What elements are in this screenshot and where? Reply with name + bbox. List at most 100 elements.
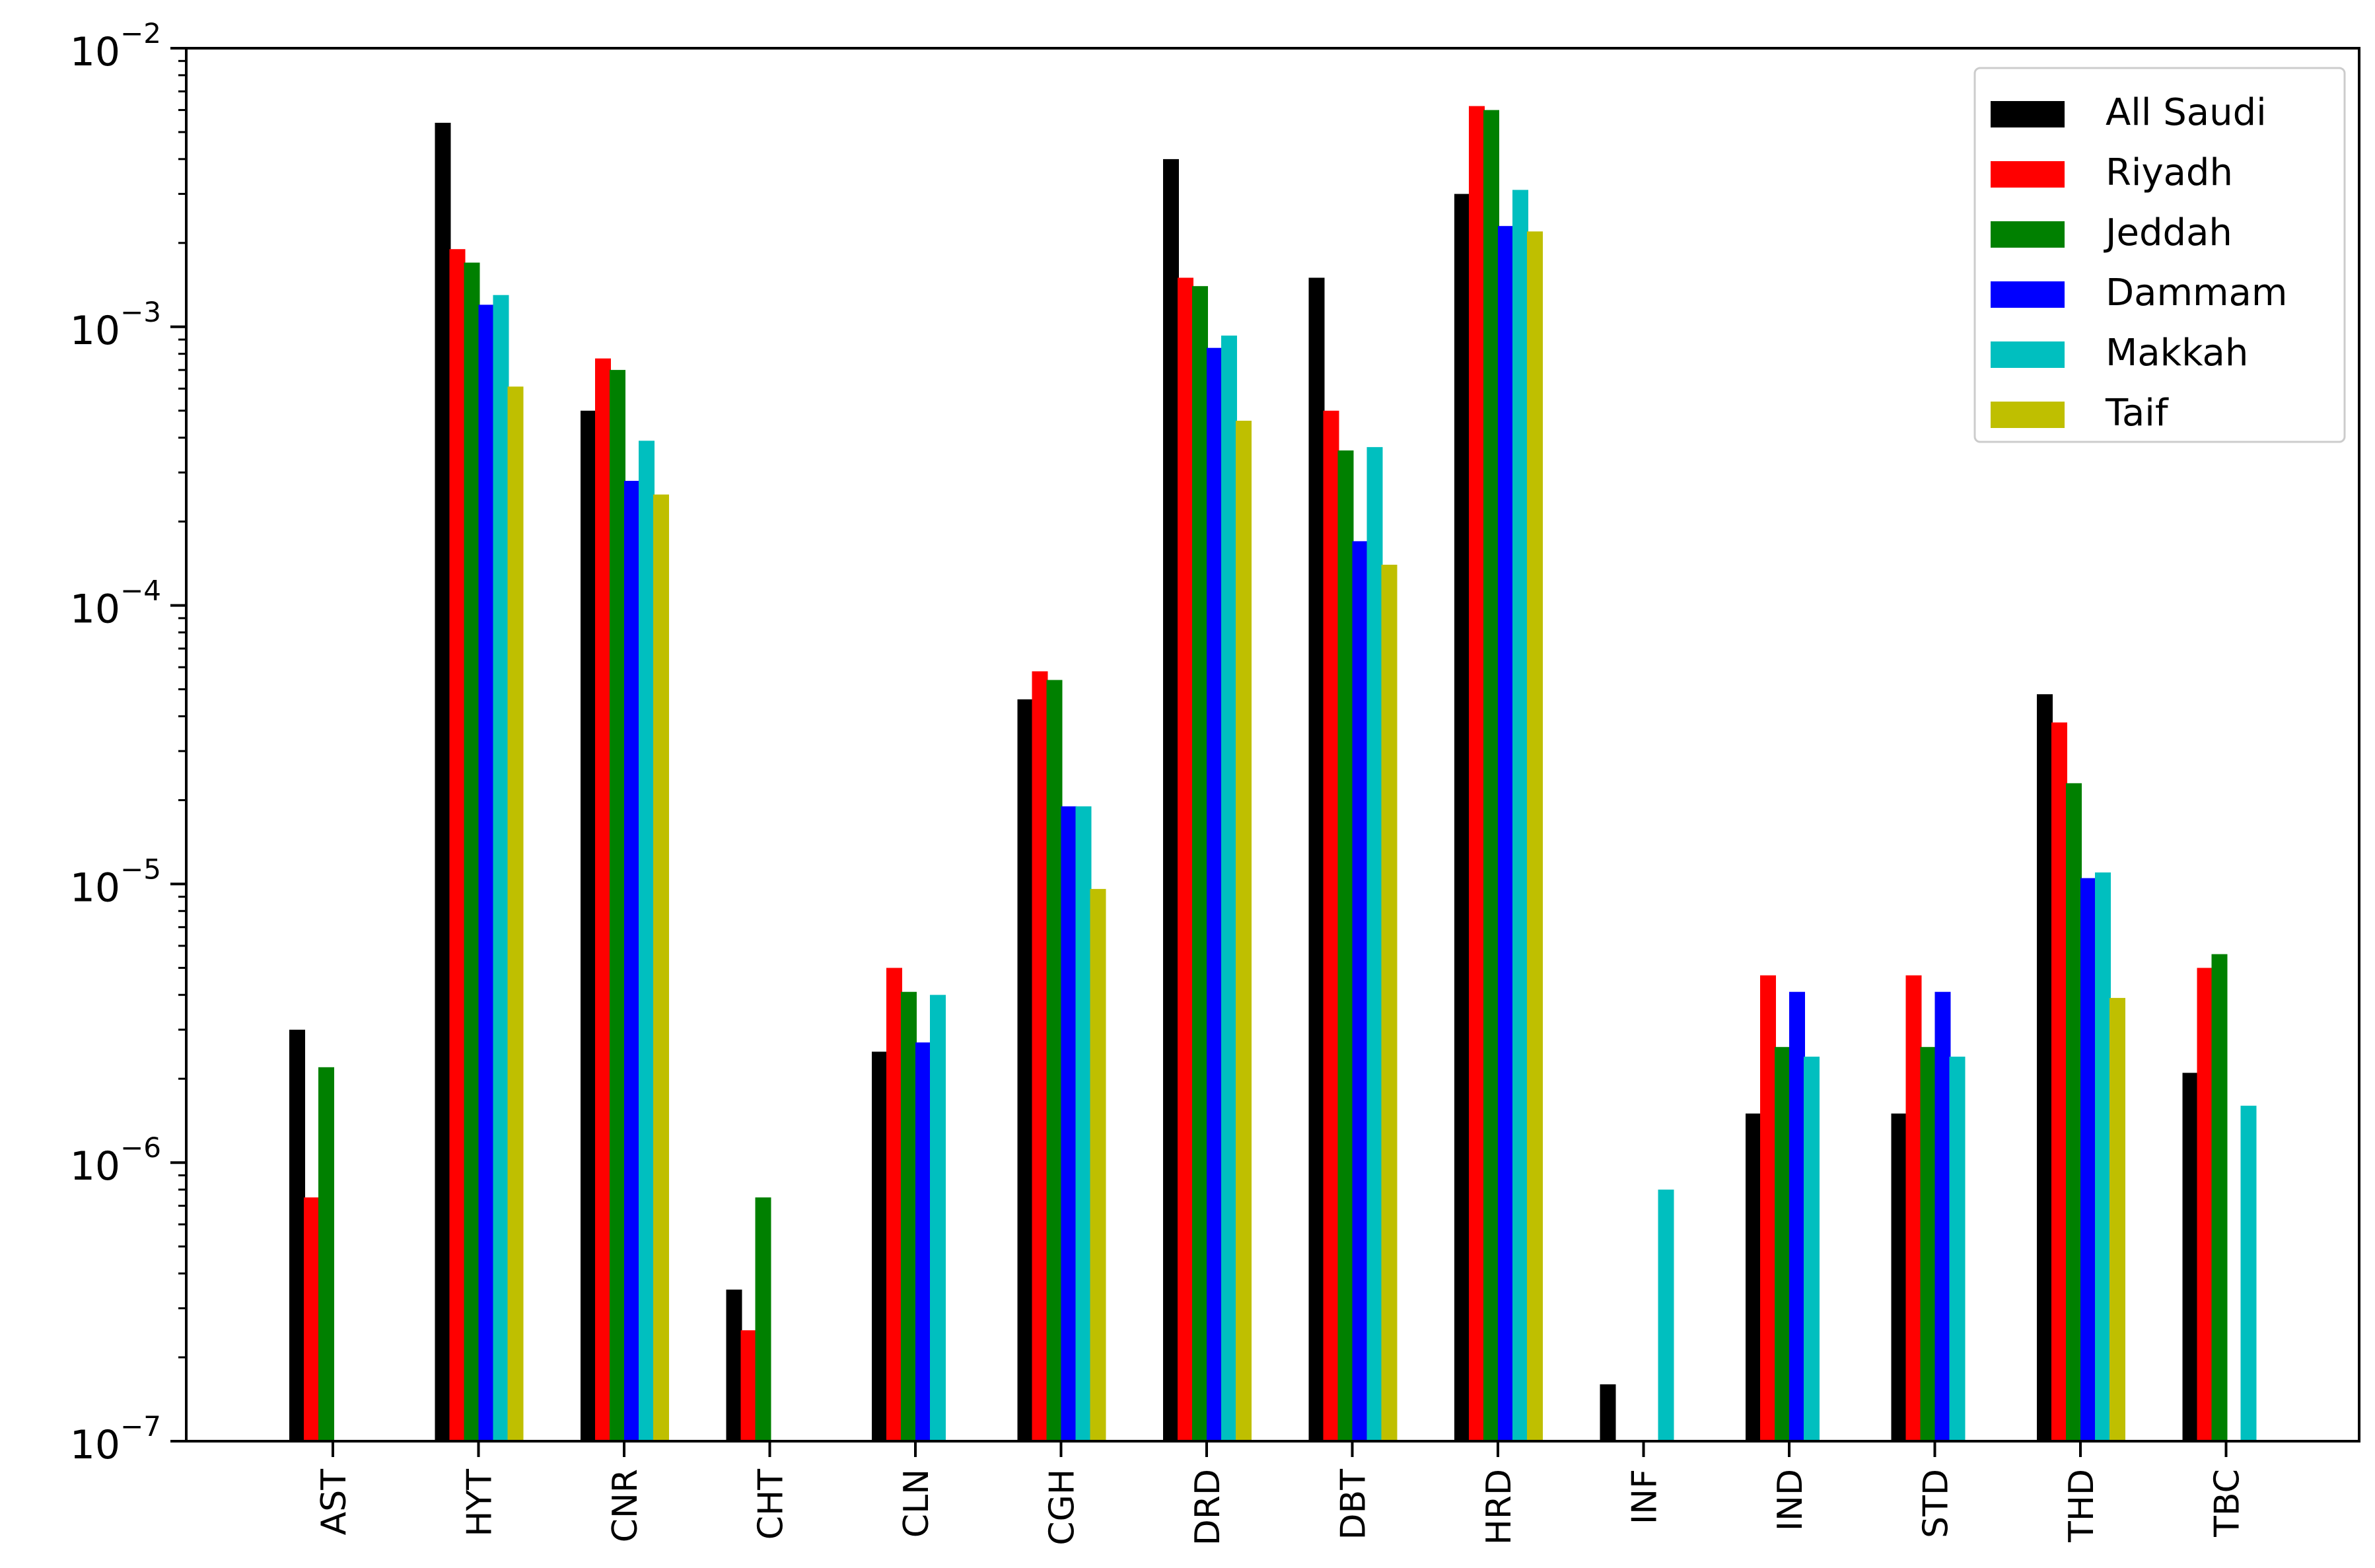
bar-dammam-dbt <box>1352 541 1368 1441</box>
bar-all-saudi-cgh <box>1017 699 1034 1441</box>
bar-all-saudi-drd <box>1163 159 1179 1441</box>
legend: All Saudi Riyadh Jeddah Dammam Makkah Taif <box>1973 67 2346 443</box>
bar-all-saudi-ast <box>289 1030 305 1441</box>
bars-layer <box>289 106 2257 1442</box>
bar-all-saudi-tbc <box>2182 1073 2199 1441</box>
bar-taif-hrd <box>1527 231 1543 1441</box>
x-tick-label-cnr: CNR <box>606 1469 645 1542</box>
bar-makkah-hrd <box>1512 190 1528 1441</box>
legend-label-all-saudi: All Saudi <box>2106 91 2267 134</box>
bar-riyadh-thd <box>2051 722 2067 1441</box>
bar-riyadh-cgh <box>1032 671 1048 1441</box>
bar-riyadh-ind <box>1760 975 1776 1441</box>
legend-label-riyadh: Riyadh <box>2106 151 2233 194</box>
bar-dammam-cgh <box>1061 806 1077 1441</box>
bar-taif-dbt <box>1381 565 1398 1441</box>
x-tick-label-dbt: DBT <box>1334 1469 1374 1540</box>
bar-all-saudi-std <box>1891 1113 1907 1441</box>
bar-jeddah-ind <box>1775 1047 1790 1441</box>
bar-dammam-thd <box>2080 878 2096 1441</box>
bar-makkah-cln <box>930 995 946 1441</box>
bar-makkah-tbc <box>2240 1106 2257 1441</box>
legend-box <box>1973 67 2346 443</box>
bar-jeddah-cnr <box>610 370 625 1441</box>
bar-all-saudi-cln <box>872 1051 888 1441</box>
bar-taif-hyt <box>507 386 524 1441</box>
y-tick-label: 10−4 <box>70 575 161 633</box>
x-tick-label-cln: CLN <box>897 1469 937 1538</box>
x-tick-label-thd: THD <box>2062 1469 2102 1543</box>
bar-riyadh-cln <box>886 968 902 1441</box>
legend-swatch-dammam <box>1991 281 2065 308</box>
x-axis: AST HYT CNR CHT CLN CGH DRD DBT HRD INF IND STD THD T… <box>314 1441 2248 1546</box>
bar-jeddah-std <box>1920 1047 1936 1441</box>
bar-dammam-drd <box>1207 347 1223 1442</box>
y-axis: 10−7 10−6 10−5 10−4 10−3 10−2 <box>70 17 186 1468</box>
y-tick-label: 10−3 <box>70 296 161 354</box>
bar-all-saudi-cht <box>726 1289 742 1441</box>
y-tick-label: 10−6 <box>70 1131 161 1190</box>
x-tick-label-tbc: TBC <box>2208 1469 2248 1538</box>
bar-makkah-cgh <box>1075 806 1092 1441</box>
bar-jeddah-hyt <box>464 262 480 1442</box>
x-tick-label-ind: IND <box>1771 1469 1810 1531</box>
bar-dammam-cln <box>915 1042 931 1441</box>
legend-label-taif: Taif <box>2105 392 2169 435</box>
bar-dammam-ind <box>1789 991 1805 1441</box>
x-tick-label-inf: INF <box>1625 1469 1665 1524</box>
bar-taif-cnr <box>653 494 669 1442</box>
x-tick-label-cht: CHT <box>752 1469 791 1540</box>
bar-all-saudi-inf <box>1600 1384 1616 1441</box>
y-tick-label: 10−5 <box>70 853 161 911</box>
bar-riyadh-cht <box>740 1330 757 1441</box>
bar-all-saudi-ind <box>1746 1113 1761 1441</box>
bar-riyadh-hyt <box>449 249 466 1442</box>
legend-swatch-riyadh <box>1991 161 2065 188</box>
x-tick-label-hyt: HYT <box>460 1469 500 1537</box>
y-tick-label: 10−2 <box>70 17 161 75</box>
bar-makkah-drd <box>1221 336 1237 1442</box>
bar-taif-drd <box>1236 421 1252 1441</box>
x-tick-label-std: STD <box>1917 1469 1956 1538</box>
bar-jeddah-hrd <box>1483 110 1499 1442</box>
x-tick-label-ast: AST <box>314 1469 354 1536</box>
bar-taif-thd <box>2109 997 2125 1441</box>
legend-label-dammam: Dammam <box>2106 271 2287 314</box>
bar-all-saudi-dbt <box>1308 277 1325 1441</box>
bar-jeddah-ast <box>318 1067 334 1441</box>
bar-all-saudi-hrd <box>1454 194 1470 1442</box>
bar-jeddah-dbt <box>1337 450 1354 1441</box>
legend-swatch-taif <box>1991 402 2065 428</box>
bar-riyadh-drd <box>1178 277 1193 1441</box>
bar-jeddah-cln <box>901 991 917 1441</box>
x-tick-label-cgh: CGH <box>1043 1469 1082 1546</box>
bar-taif-cgh <box>1090 888 1106 1441</box>
y-tick-label: 10−7 <box>70 1410 161 1468</box>
bar-makkah-cnr <box>639 441 655 1441</box>
legend-swatch-jeddah <box>1991 221 2065 248</box>
bar-jeddah-tbc <box>2211 954 2228 1441</box>
bar-riyadh-std <box>1905 975 1922 1441</box>
legend-label-jeddah: Jeddah <box>2104 211 2232 254</box>
bar-makkah-dbt <box>1366 446 1383 1441</box>
bar-jeddah-cgh <box>1046 680 1063 1441</box>
x-tick-label-hrd: HRD <box>1479 1469 1519 1545</box>
bar-dammam-hyt <box>478 304 495 1441</box>
bar-dammam-hrd <box>1498 226 1514 1442</box>
bar-riyadh-cnr <box>595 358 611 1442</box>
plot-frame <box>185 47 2360 1443</box>
bar-jeddah-cht <box>755 1197 771 1441</box>
bar-all-saudi-hyt <box>435 122 451 1441</box>
bar-makkah-std <box>1949 1056 1966 1441</box>
bar-all-saudi-cnr <box>581 410 596 1441</box>
bar-makkah-hyt <box>493 295 509 1442</box>
bar-dammam-cnr <box>624 481 640 1441</box>
bar-jeddah-drd <box>1192 286 1208 1442</box>
bar-dammam-std <box>1934 991 1951 1441</box>
x-tick-label-drd: DRD <box>1188 1469 1228 1546</box>
bar-makkah-ind <box>1804 1056 1820 1441</box>
bar-all-saudi-thd <box>2037 694 2053 1441</box>
bar-riyadh-tbc <box>2197 968 2213 1441</box>
legend-label-makkah: Makkah <box>2106 332 2248 374</box>
